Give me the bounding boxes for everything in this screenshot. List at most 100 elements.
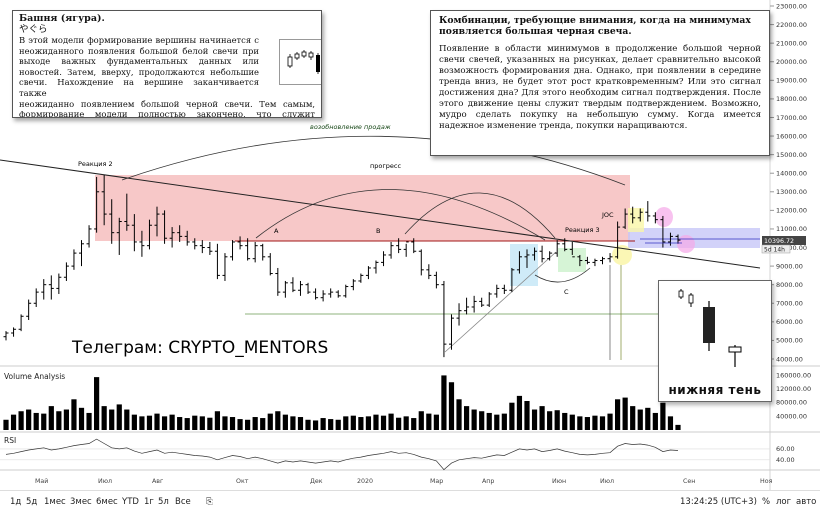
note-combinations-title: Комбинации, требующие внимания, когда на… [439, 15, 751, 37]
clock[interactable]: 13:24:25 (UTC+3) [680, 497, 757, 507]
volume-bar [365, 416, 372, 430]
price-tick-label: 23000.00 [776, 2, 807, 10]
timeframe-1m[interactable]: 1мес [44, 497, 66, 507]
arc-progress-a [255, 189, 546, 241]
time-tick-label: Июл [600, 478, 614, 485]
auto-toggle[interactable]: авто [796, 497, 817, 507]
volume-bar [3, 419, 9, 430]
lower-shadow-illustration [678, 289, 742, 367]
volume-bar [456, 399, 462, 430]
note-combinations-body: Появление в области минимумов в продолже… [439, 44, 761, 131]
volume-bar [94, 377, 100, 430]
volume-bar [645, 407, 651, 430]
volume-bar [297, 417, 304, 430]
price-tick-label: 20000.00 [776, 58, 807, 66]
volume-bar [252, 417, 258, 430]
price-tick-label: 14000.00 [776, 170, 807, 178]
volume-bar [312, 420, 319, 430]
price-tick-label: 19000.00 [776, 77, 807, 85]
volume-bar [78, 407, 85, 430]
volume-bar [463, 406, 470, 430]
price-tick-label: 11000.00 [776, 225, 807, 233]
volume-bar [154, 413, 160, 430]
time-tick-label: 2020 [357, 478, 373, 485]
highlight-blue-zone [510, 244, 538, 286]
timeframe-1d[interactable]: 1д [10, 497, 22, 507]
time-tick-label: Май [35, 477, 48, 485]
volume-bar [637, 409, 643, 430]
annotation-reaction3: Реакция 3 [565, 226, 600, 234]
time-tick-label: Мар [430, 478, 443, 485]
timeframe-ytd[interactable]: YTD [122, 497, 139, 507]
price-tick-label: 18000.00 [776, 95, 807, 103]
volume-bar [554, 410, 560, 430]
volume-bar [320, 418, 326, 430]
volume-bar [146, 415, 153, 430]
volume-bar [396, 417, 402, 430]
volume-tick-label: 160000.00 [776, 371, 811, 379]
volume-panel-label: Volume Analysis [4, 372, 66, 381]
volume-bar [614, 399, 621, 430]
timeframe-5y[interactable]: 5л [158, 497, 169, 507]
volume-bar [622, 397, 628, 430]
timeframe-6m[interactable]: 6мес [96, 497, 118, 507]
volume-bar [531, 409, 538, 430]
volume-bar [177, 417, 183, 430]
volume-bar [584, 417, 590, 430]
volume-bar [486, 412, 492, 430]
volume-bar [592, 415, 598, 430]
volume-bar [161, 416, 168, 430]
annotation-b: B [376, 227, 380, 235]
volume-bar [501, 413, 507, 430]
percent-toggle[interactable]: % [762, 497, 771, 507]
annotation-reaction2: Реакция 2 [78, 160, 113, 168]
volume-bar [569, 414, 575, 430]
price-tick-label: 17000.00 [776, 114, 807, 122]
time-tick-label: Авг [152, 478, 163, 485]
log-toggle[interactable]: лог [776, 497, 792, 507]
volume-bar [56, 411, 62, 430]
volume-bar [479, 411, 485, 430]
lower-shadow-caption: нижняя тень [668, 383, 762, 397]
time-tick-label: Сен [683, 478, 695, 485]
volume-bar [260, 418, 266, 430]
price-tick-label: 7000.00 [776, 300, 803, 308]
volume-bar [343, 416, 349, 430]
price-tick-label: 13000.00 [776, 188, 807, 196]
go-to-date-icon[interactable]: ⎘ [206, 497, 213, 507]
price-tick-label: 22000.00 [776, 21, 807, 29]
time-tick-label: Июн [552, 478, 566, 485]
volume-bar [471, 409, 477, 430]
price-badge-time-bg [761, 244, 791, 254]
volume-bar [101, 406, 107, 430]
note-tower-body-1: В этой модели формирование вершины начин… [19, 35, 259, 98]
note-tower-subtitle: やぐら [19, 24, 48, 35]
timeframe-1y[interactable]: 1г [144, 497, 154, 507]
timeframe-5d[interactable]: 5д [26, 497, 38, 507]
bottom-toolbar: 1д 5д 1мес 3мес 6мес YTD 1г 5л Все ⎘ 13:… [0, 490, 820, 513]
volume-bar [199, 416, 205, 430]
highlight-yellow-joc [628, 208, 644, 232]
highlight-pink-circle-top [655, 207, 673, 227]
volume-bar [229, 417, 236, 430]
price-tick-label: 9000.00 [776, 262, 803, 270]
annotation-a: A [274, 227, 279, 235]
volume-bar [388, 413, 394, 430]
time-tick-label: Июл [98, 478, 112, 485]
volume-bar [448, 382, 455, 430]
timeframe-3m[interactable]: 3мес [70, 497, 92, 507]
volume-bar [380, 415, 387, 430]
note-combinations: Комбинации, требующие внимания, когда на… [430, 10, 770, 156]
volume-bar [599, 416, 606, 430]
volume-bar [441, 375, 447, 430]
volume-bar [667, 416, 674, 430]
volume-bar [86, 412, 92, 430]
annotation-joc: JOC [601, 211, 614, 219]
annotation-c: C [564, 288, 569, 296]
timeframe-all[interactable]: Все [175, 497, 191, 507]
volume-bar [403, 416, 409, 430]
volume-bar [350, 415, 356, 430]
volume-bar [116, 404, 122, 430]
